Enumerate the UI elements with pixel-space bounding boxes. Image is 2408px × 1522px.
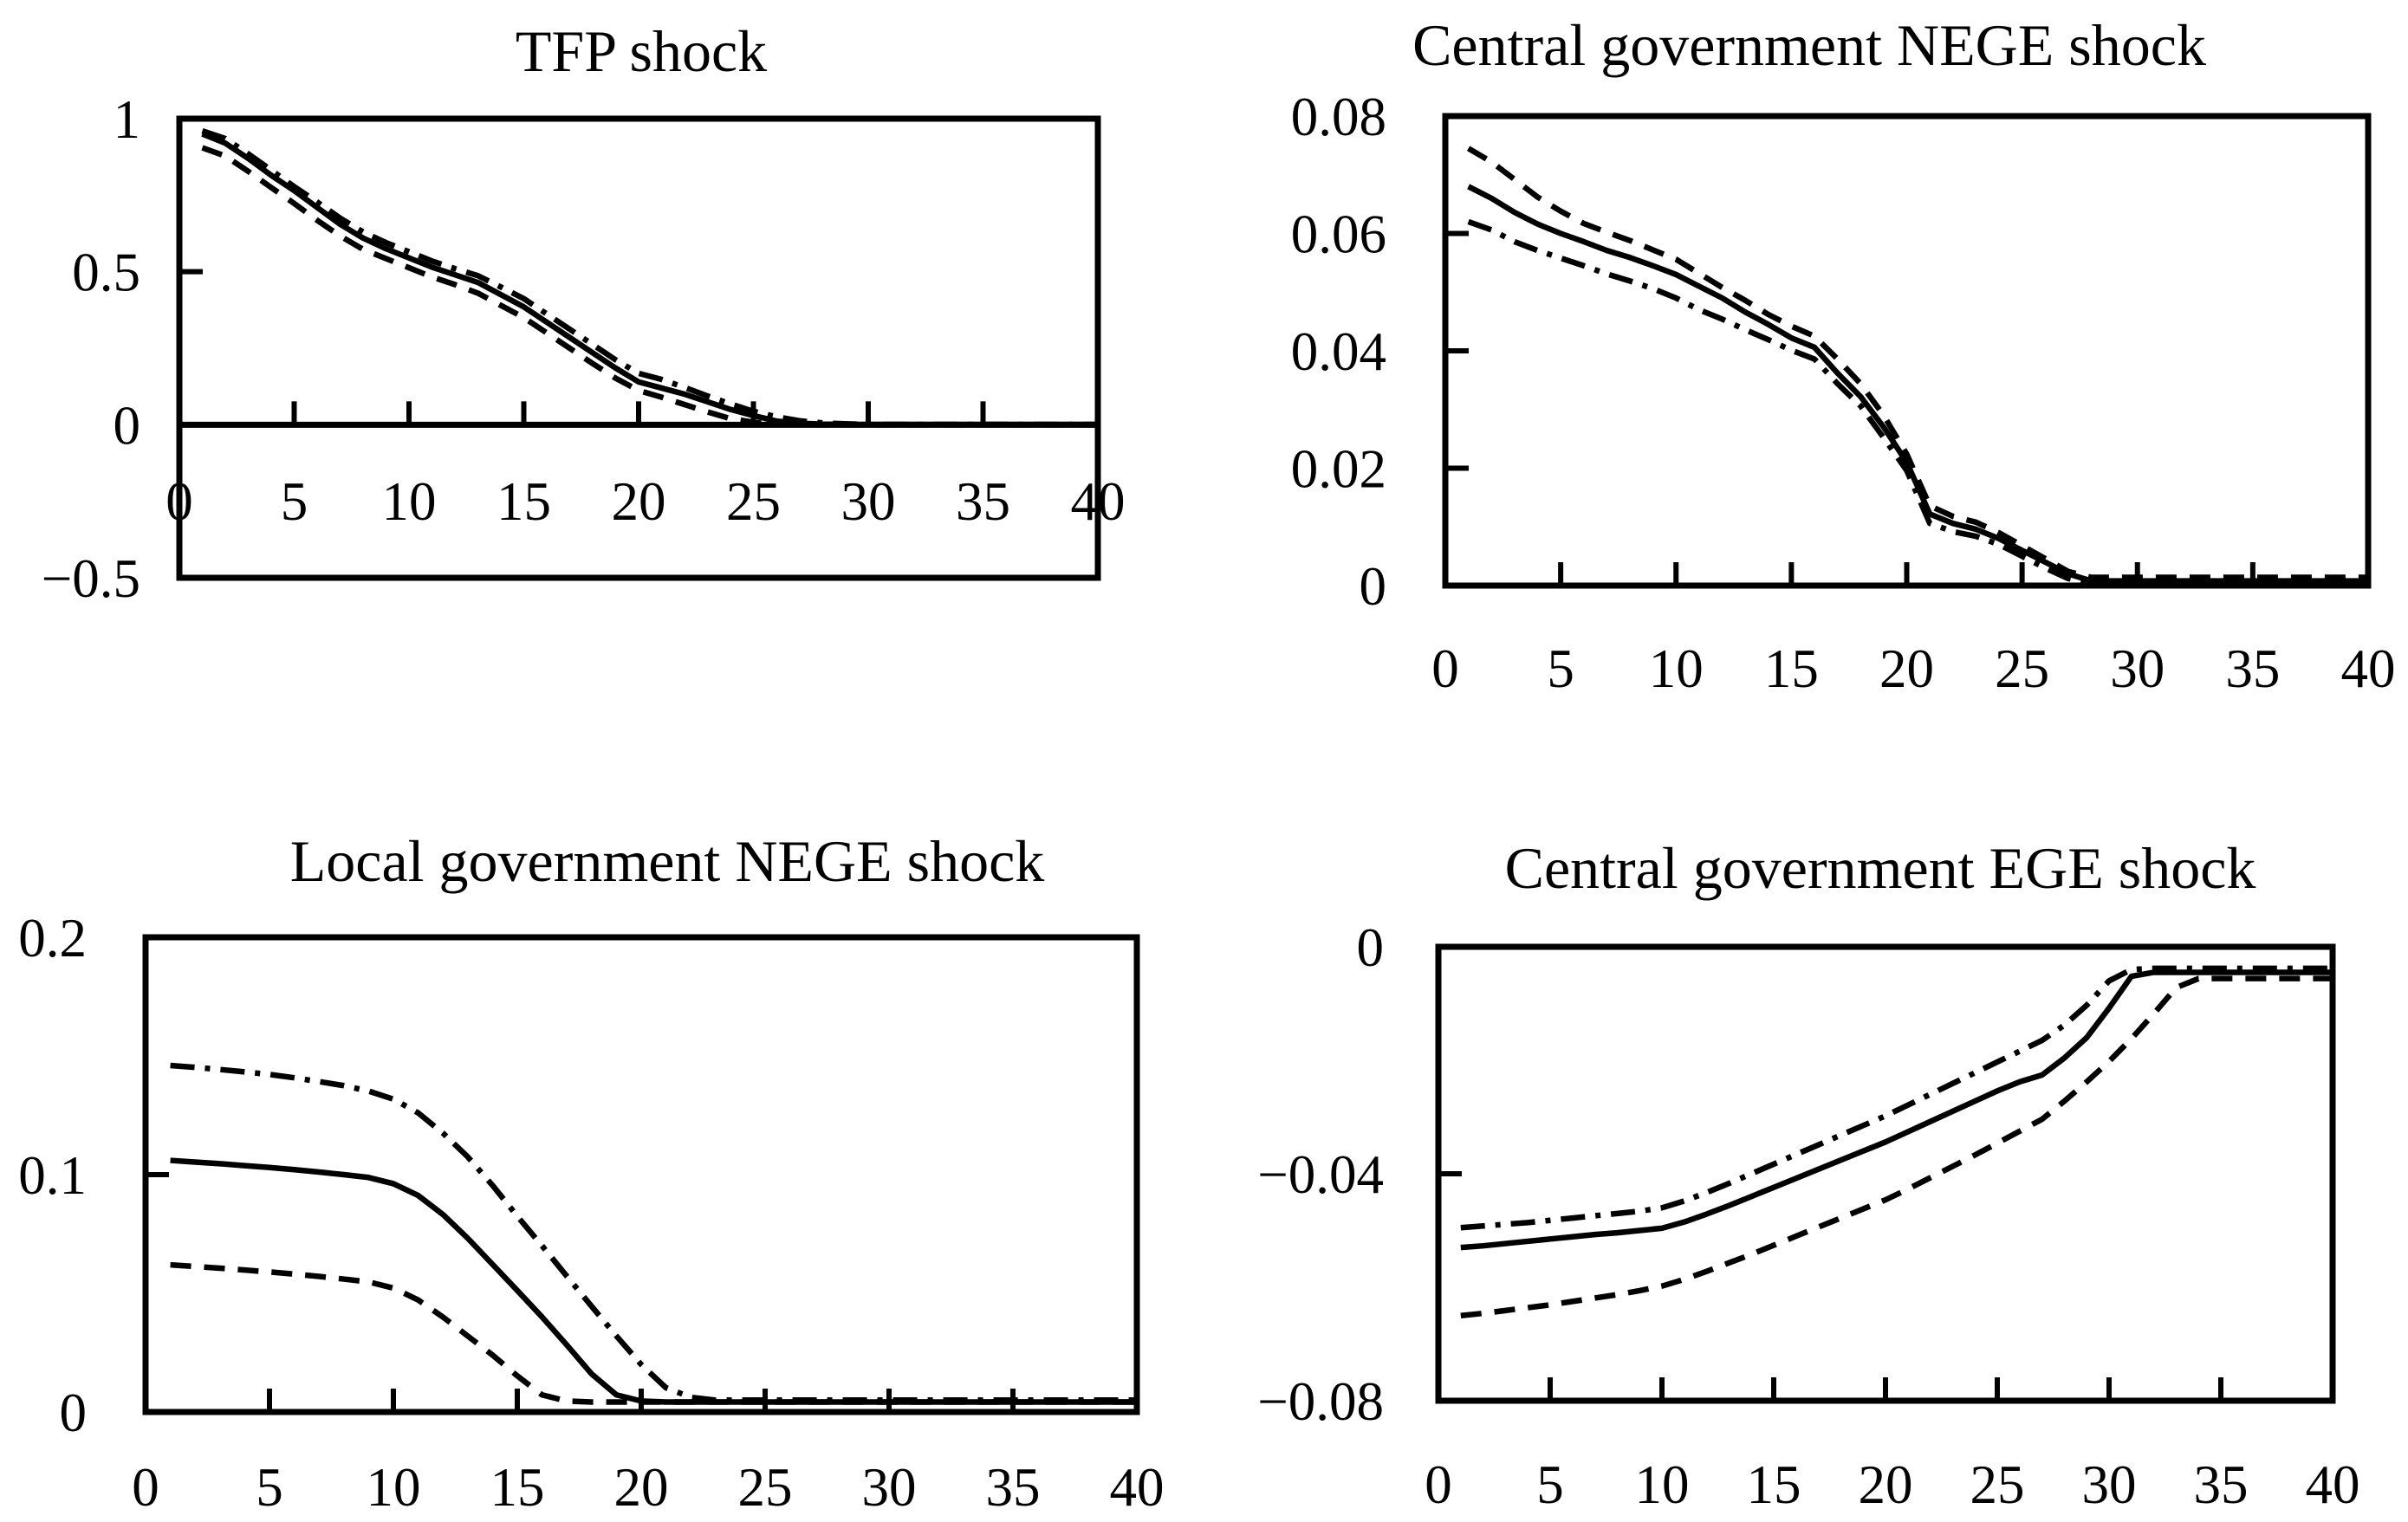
chart-plot-area: 0 5 10 15 20 25 30 35 40 0.08 0.06 0.04 0.02 0 bbox=[1291, 87, 2396, 699]
x-tick-label: 35 bbox=[2194, 1454, 2249, 1515]
x-tick-label: 10 bbox=[1649, 638, 1704, 699]
chart-plot-area: 0 5 10 15 20 25 30 35 40 0 −0.04 −0.08 bbox=[1257, 917, 2359, 1515]
x-tick-label: 5 bbox=[256, 1457, 283, 1518]
y-tick-label: 0.02 bbox=[1291, 439, 1386, 500]
y-tick-label: −0.08 bbox=[1257, 1371, 1384, 1432]
series-line-solid bbox=[201, 131, 1098, 428]
x-tick-label: 40 bbox=[1110, 1457, 1165, 1518]
x-tick-label: 10 bbox=[1635, 1454, 1690, 1515]
x-tick-label: 35 bbox=[956, 471, 1010, 532]
series-line-dashed bbox=[1460, 975, 2333, 1318]
chart-central-government-nege-shock: Central government NEGE shock 0 5 10 15 20 25… bbox=[1291, 12, 2396, 699]
series-line-dashed bbox=[1466, 146, 2368, 580]
x-tick-label: 25 bbox=[1995, 638, 2049, 699]
x-tick-label: 30 bbox=[2082, 1454, 2137, 1515]
series-line-solid bbox=[1460, 969, 2333, 1251]
y-tick-label: 0.08 bbox=[1291, 87, 1386, 147]
x-tick-label: 35 bbox=[986, 1457, 1041, 1518]
y-tick-label: 0 bbox=[1357, 917, 1385, 978]
x-tick-label: 40 bbox=[1071, 471, 1126, 532]
x-tick-label: 30 bbox=[841, 471, 896, 532]
x-tick-label: 25 bbox=[1970, 1454, 2025, 1515]
series-line-dash-dot bbox=[1467, 218, 2368, 587]
chart-tfp-shock: TFP shock 0 5 10 15 20 25 30 35 40 1 0.5 0 −0.5 bbox=[42, 18, 1126, 609]
series-line-dash-dot bbox=[201, 128, 1098, 428]
y-tick-label: 0.2 bbox=[18, 908, 87, 968]
x-tick-label: 0 bbox=[1431, 638, 1459, 699]
chart-central-government-ege-shock: Central government EGE shock 0 5 10 15 20 25 3… bbox=[1257, 835, 2359, 1515]
x-tick-label: 10 bbox=[367, 1457, 421, 1518]
series-line-dash-dot bbox=[1460, 965, 2333, 1231]
x-tick-label: 5 bbox=[1547, 638, 1574, 699]
series-line-dash-dot bbox=[170, 1062, 1137, 1403]
x-tick-label: 20 bbox=[614, 1457, 669, 1518]
y-tick-label: 0.5 bbox=[72, 243, 140, 303]
x-tick-label: 30 bbox=[862, 1457, 917, 1518]
y-tick-label: 1 bbox=[114, 89, 141, 150]
x-tick-label: 25 bbox=[726, 471, 781, 532]
chart-local-government-nege-shock: Local government NEGE shock 0 5 10 15 20 25 30… bbox=[18, 828, 1164, 1518]
x-tick-label: 10 bbox=[382, 471, 437, 532]
x-tick-label: 15 bbox=[497, 471, 551, 532]
chart-title: Local government NEGE shock bbox=[290, 828, 1045, 894]
chart-title: Central government NEGE shock bbox=[1412, 12, 2206, 78]
x-tick-label: 15 bbox=[1764, 638, 1819, 699]
y-tick-label: 0 bbox=[60, 1383, 88, 1443]
x-tick-label: 15 bbox=[490, 1457, 545, 1518]
x-tick-label: 20 bbox=[1879, 638, 1934, 699]
y-tick-label: 0 bbox=[114, 395, 141, 456]
x-tick-label: 35 bbox=[2225, 638, 2280, 699]
x-tick-label: 0 bbox=[166, 471, 193, 532]
plot-border bbox=[1442, 113, 2372, 589]
series-line-dashed bbox=[170, 1261, 1137, 1405]
x-tick-label: 0 bbox=[1425, 1454, 1452, 1515]
plot-border bbox=[176, 115, 1101, 581]
x-tick-label: 0 bbox=[132, 1457, 159, 1518]
y-tick-label: 0 bbox=[1360, 556, 1387, 617]
y-tick-label: −0.5 bbox=[42, 548, 140, 609]
x-tick-label: 30 bbox=[2110, 638, 2165, 699]
chart-title: Central government EGE shock bbox=[1505, 835, 2256, 901]
y-tick-label: −0.04 bbox=[1257, 1144, 1384, 1205]
plot-border bbox=[1435, 943, 2336, 1404]
x-tick-label: 40 bbox=[2306, 1454, 2360, 1515]
chart-plot-area: 0 5 10 15 20 25 30 35 40 1 0.5 0 −0.5 bbox=[42, 89, 1126, 609]
x-tick-label: 20 bbox=[1859, 1454, 1913, 1515]
chart-plot-area: 0 5 10 15 20 25 30 35 40 0.2 0.1 0 bbox=[18, 908, 1164, 1518]
x-tick-label: 5 bbox=[281, 471, 308, 532]
x-tick-label: 20 bbox=[612, 471, 666, 532]
y-tick-label: 0.06 bbox=[1291, 204, 1386, 265]
x-tick-label: 40 bbox=[2341, 638, 2396, 699]
x-tick-label: 25 bbox=[738, 1457, 793, 1518]
series-line-solid bbox=[1467, 184, 2368, 584]
series-line-dashed bbox=[201, 145, 1098, 428]
chart-title: TFP shock bbox=[516, 18, 767, 84]
x-tick-label: 15 bbox=[1747, 1454, 1801, 1515]
x-tick-label: 5 bbox=[1536, 1454, 1564, 1515]
y-tick-label: 0.1 bbox=[18, 1145, 87, 1206]
series-line-solid bbox=[170, 1157, 1137, 1405]
plot-border bbox=[142, 934, 1140, 1415]
y-tick-label: 0.04 bbox=[1291, 321, 1386, 382]
